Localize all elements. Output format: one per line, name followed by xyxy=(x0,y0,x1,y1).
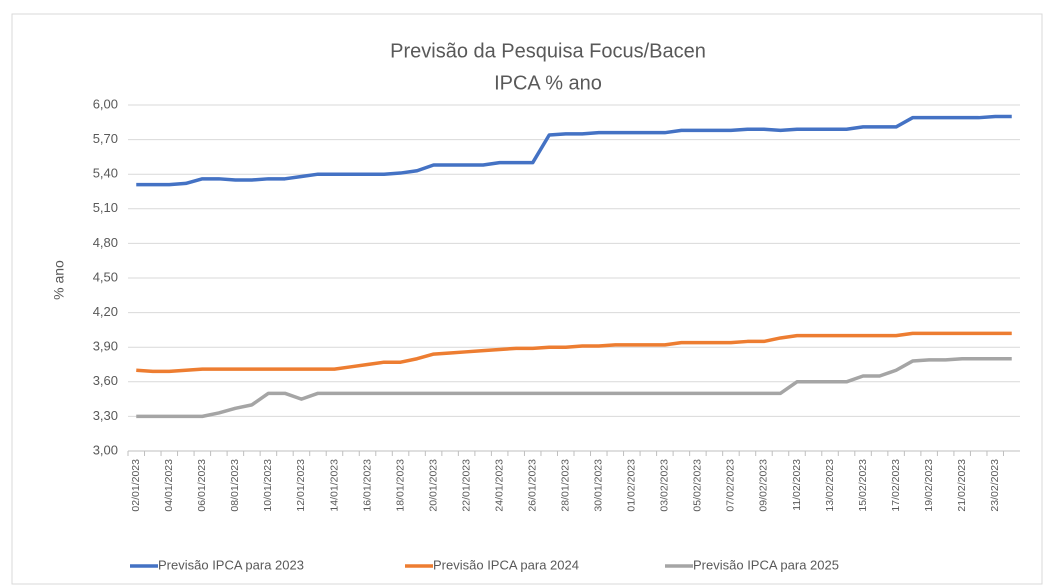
x-tick-label: 14/01/2023 xyxy=(328,459,340,512)
y-tick-label: 3,30 xyxy=(93,408,118,423)
x-tick-label: 30/01/2023 xyxy=(593,459,605,512)
y-tick-label: 3,90 xyxy=(93,339,118,354)
x-tick-label: 06/01/2023 xyxy=(196,459,208,512)
y-tick-label: 3,00 xyxy=(93,442,118,457)
legend-label: Previsão IPCA para 2025 xyxy=(693,557,839,572)
x-tick-label: 08/01/2023 xyxy=(229,459,241,512)
y-tick-label: 4,20 xyxy=(93,304,118,319)
y-tick-label: 4,50 xyxy=(93,269,118,284)
x-tick-label: 22/01/2023 xyxy=(460,459,472,512)
chart-subtitle: IPCA % ano xyxy=(494,72,602,94)
legend-label: Previsão IPCA para 2023 xyxy=(158,557,304,572)
x-tick-label: 02/01/2023 xyxy=(130,459,142,512)
series-line xyxy=(136,114,1012,187)
x-tick-label: 04/01/2023 xyxy=(163,459,175,512)
legend-label: Previsão IPCA para 2024 xyxy=(433,557,579,572)
series-line xyxy=(136,331,1012,374)
x-tick-label: 28/01/2023 xyxy=(560,459,572,512)
y-tick-label: 3,60 xyxy=(93,373,118,388)
y-tick-label: 5,10 xyxy=(93,200,118,215)
x-tick-label: 16/01/2023 xyxy=(361,459,373,512)
y-axis-label: % ano xyxy=(51,260,67,300)
y-tick-label: 6,00 xyxy=(93,96,118,111)
x-tick-label: 10/01/2023 xyxy=(262,459,274,512)
x-tick-label: 20/01/2023 xyxy=(427,459,439,512)
x-tick-label: 19/02/2023 xyxy=(923,459,935,512)
y-tick-label: 4,80 xyxy=(93,235,118,250)
x-tick-label: 01/02/2023 xyxy=(626,459,638,512)
chart-title: Previsão da Pesquisa Focus/Bacen xyxy=(390,40,706,62)
x-tick-label: 05/02/2023 xyxy=(692,459,704,512)
chart-frame xyxy=(11,13,1043,585)
series-line xyxy=(136,356,1012,419)
x-tick-label: 11/02/2023 xyxy=(791,459,803,511)
x-tick-label: 07/02/2023 xyxy=(725,459,737,512)
x-tick-label: 12/01/2023 xyxy=(295,459,307,512)
x-tick-label: 13/02/2023 xyxy=(824,459,836,512)
x-tick-label: 17/02/2023 xyxy=(890,459,902,512)
y-tick-label: 5,40 xyxy=(93,166,118,181)
x-tick-label: 18/01/2023 xyxy=(394,459,406,512)
y-tick-label: 5,70 xyxy=(93,131,118,146)
x-tick-label: 24/01/2023 xyxy=(493,459,505,512)
x-tick-label: 09/02/2023 xyxy=(758,459,770,512)
x-tick-label: 21/02/2023 xyxy=(956,459,968,512)
x-tick-label: 26/01/2023 xyxy=(526,459,538,512)
x-tick-label: 23/02/2023 xyxy=(989,459,1001,512)
x-tick-label: 15/02/2023 xyxy=(857,459,869,512)
x-tick-label: 03/02/2023 xyxy=(659,459,671,512)
